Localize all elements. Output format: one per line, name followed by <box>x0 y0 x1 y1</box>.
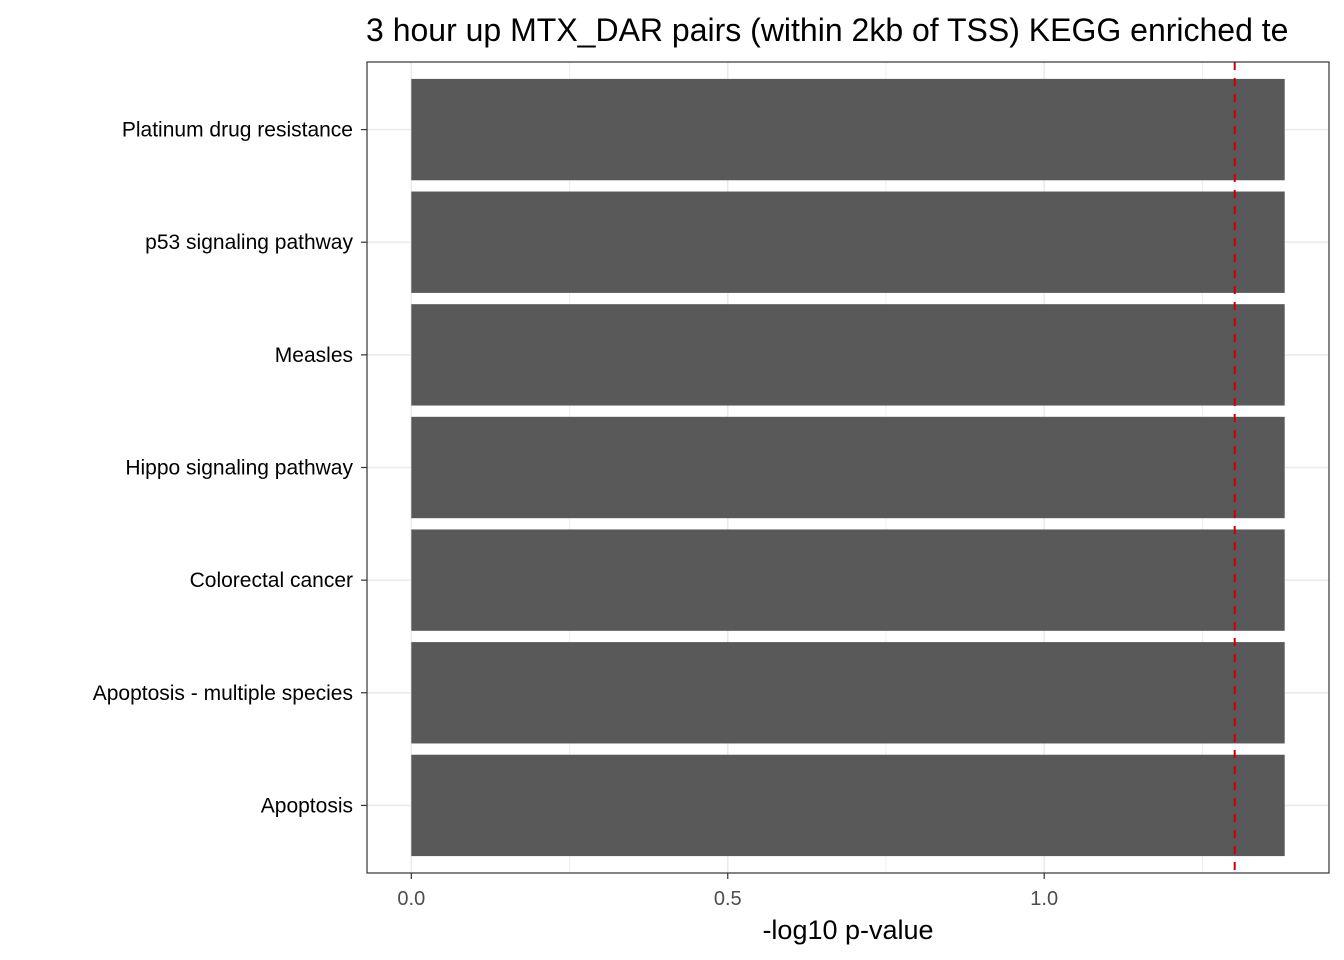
x-axis: 0.0 0.5 1.0 <box>397 873 1058 910</box>
y-tick-label: p53 signaling pathway <box>145 231 353 254</box>
y-tick-label: Apoptosis <box>261 794 353 817</box>
bar <box>411 78 1285 181</box>
bar <box>411 191 1285 293</box>
x-tick-label: 1.0 <box>1030 888 1058 910</box>
bars <box>411 78 1285 857</box>
y-tick-label: Colorectal cancer <box>190 569 353 592</box>
x-axis-title: -log10 p-value <box>762 915 933 945</box>
y-tick-label: Platinum drug resistance <box>122 119 353 142</box>
bar <box>411 304 1285 406</box>
bar <box>411 754 1285 857</box>
bar <box>411 642 1285 744</box>
y-tick-label: Measles <box>275 344 353 367</box>
y-tick-label: Apoptosis - multiple species <box>93 682 353 705</box>
chart-title: 3 hour up MTX_DAR pairs (within 2kb of T… <box>366 12 1289 48</box>
bar <box>411 416 1285 519</box>
x-tick-label: 0.5 <box>714 888 742 910</box>
y-tick-label: Hippo signaling pathway <box>125 457 353 480</box>
x-tick-label: 0.0 <box>397 888 425 910</box>
y-axis: Platinum drug resistance p53 signaling pa… <box>93 119 367 817</box>
bar <box>411 529 1285 631</box>
